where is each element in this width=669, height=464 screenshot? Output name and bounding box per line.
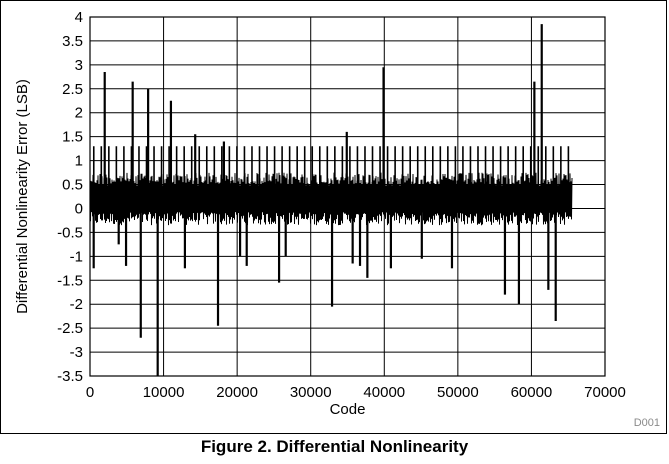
y-tick-label: 0 [75,200,83,217]
y-tick-label: 3.5 [62,33,83,50]
dnl-chart: -3.5-3-2.5-2-1.5-1-0.500.511.522.533.54 … [14,9,660,429]
y-axis-title: Differential Nonlinearity Error (LSB) [14,79,31,314]
x-axis-title: Code [330,401,366,418]
y-tick-label: -0.5 [57,224,83,241]
plot-area-border [89,16,606,377]
y-tick-label: -2 [70,296,83,313]
y-tick-label: -1 [70,248,83,265]
y-tick-label: -1.5 [57,272,83,289]
x-tick-label: 70000 [584,384,626,401]
y-tick-label: 1.5 [62,129,83,146]
x-tick-label: 40000 [363,384,405,401]
y-tick-label: 1 [75,153,83,170]
dnl-trace [89,146,573,226]
x-tick-label: 30000 [290,384,332,401]
y-axis-tick-labels: -3.5 -3 -2.5 -2 -1.5 -1 -0.5 0 0.5 1 1.5 2 2.5 3 3.5 4 [57,9,83,385]
x-tick-label: 0 [86,384,94,401]
y-tick-label: -3.5 [57,368,83,385]
y-tick-label: -2.5 [57,320,83,337]
x-tick-label: 60000 [511,384,553,401]
x-tick-label: 10000 [143,384,185,401]
figure-code: D001 [634,417,660,429]
x-tick-label: 50000 [437,384,479,401]
y-tick-label: 4 [75,9,83,26]
y-tick-label: 2 [75,105,83,122]
x-tick-label: 20000 [216,384,258,401]
y-tick-label: 0.5 [62,177,83,194]
y-tick-label: 3 [75,57,83,74]
y-tick-label: -3 [70,344,83,361]
y-tick-label: 2.5 [62,81,83,98]
figure-caption: Figure 2. Differential Nonlinearity [200,437,469,456]
x-axis-tick-labels: 0 10000 20000 30000 40000 50000 60000 70000 [86,384,626,401]
dnl-spikes [92,24,557,376]
figure-frame [0,0,667,434]
